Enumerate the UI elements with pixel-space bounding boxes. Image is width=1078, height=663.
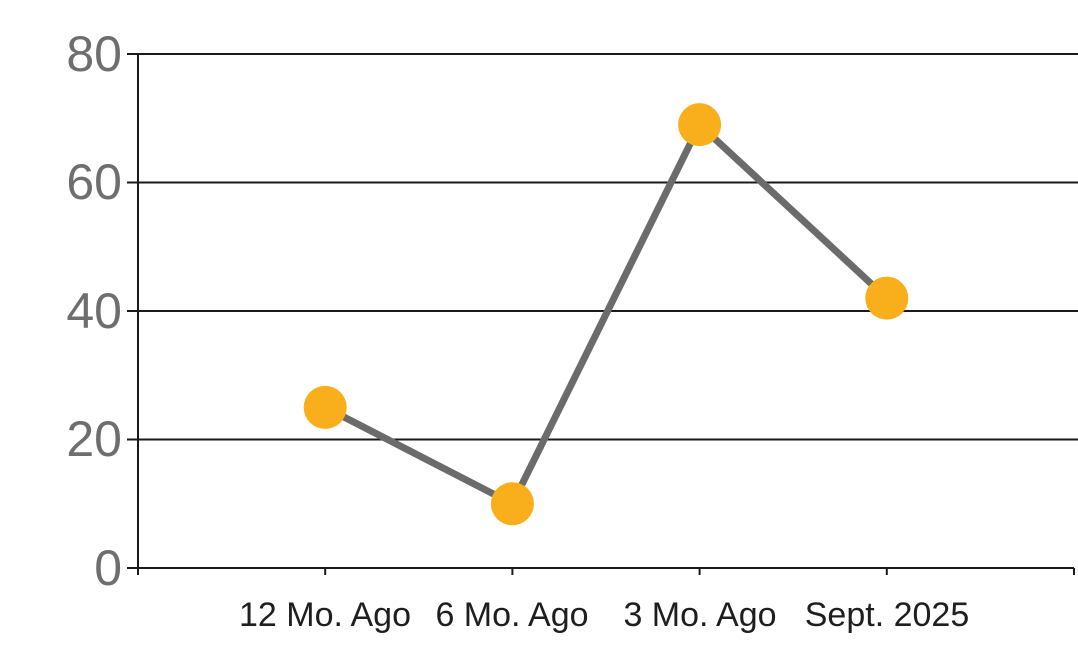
data-point-marker [865, 276, 909, 320]
y-tick-label: 60 [66, 154, 122, 210]
x-tick-label: 12 Mo. Ago [238, 596, 412, 634]
y-tick-label: 80 [66, 26, 122, 82]
y-tick-label: 20 [66, 411, 122, 467]
series-line [323, 118, 890, 509]
y-tick-label: 0 [94, 540, 122, 596]
data-point-marker [490, 482, 534, 526]
x-tick-label: Sept. 2025 [804, 596, 970, 634]
data-point-marker [678, 103, 722, 147]
x-tick-label: 6 Mo. Ago [435, 596, 589, 634]
y-tick-label: 40 [66, 283, 122, 339]
x-tick-label: 3 Mo. Ago [623, 596, 777, 634]
data-point-marker [303, 385, 347, 429]
